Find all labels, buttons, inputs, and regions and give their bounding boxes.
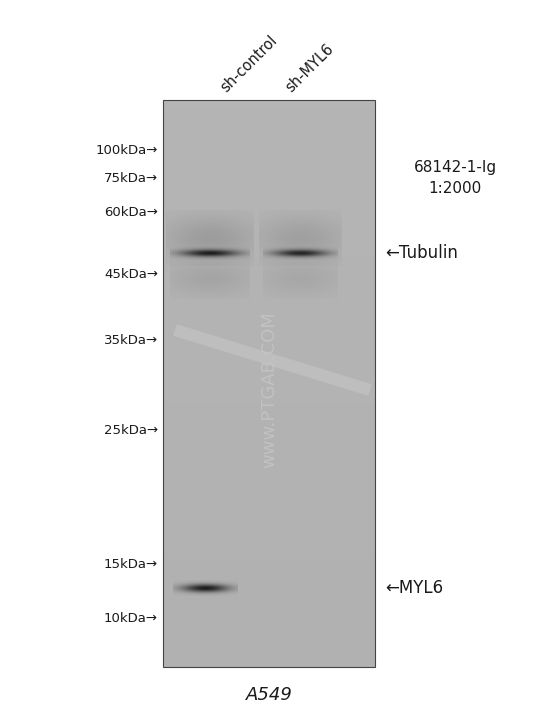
- Bar: [163, 100, 375, 667]
- Text: 45kDa→: 45kDa→: [104, 269, 158, 282]
- Text: 68142-1-Ig
1:2000: 68142-1-Ig 1:2000: [413, 160, 497, 196]
- Text: sh-MYL6: sh-MYL6: [282, 41, 336, 95]
- Text: 60kDa→: 60kDa→: [104, 207, 158, 220]
- Text: sh-control: sh-control: [217, 32, 280, 95]
- Text: A549: A549: [246, 686, 292, 704]
- Text: 35kDa→: 35kDa→: [104, 333, 158, 346]
- Text: 10kDa→: 10kDa→: [104, 611, 158, 624]
- Text: ←MYL6: ←MYL6: [385, 579, 443, 597]
- Text: 15kDa→: 15kDa→: [104, 559, 158, 572]
- Text: 25kDa→: 25kDa→: [104, 423, 158, 436]
- Text: www.PTGAB.COM: www.PTGAB.COM: [260, 312, 278, 469]
- Text: ←Tubulin: ←Tubulin: [385, 244, 458, 262]
- Text: 100kDa→: 100kDa→: [96, 143, 158, 156]
- Text: 75kDa→: 75kDa→: [104, 171, 158, 184]
- Polygon shape: [173, 324, 372, 396]
